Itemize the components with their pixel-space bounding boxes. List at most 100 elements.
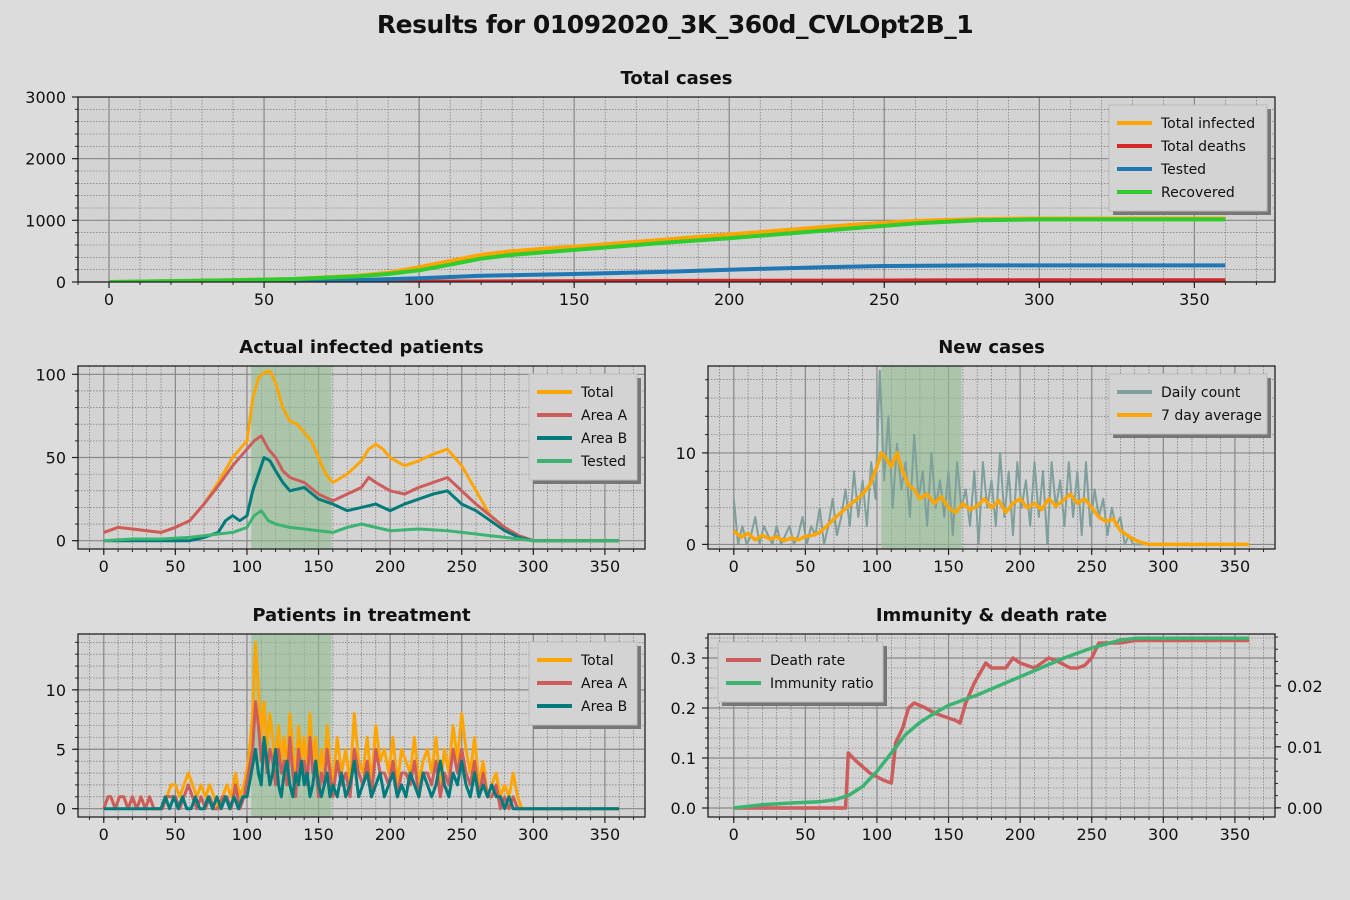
y-tick-label: 0 [56, 800, 66, 819]
y-tick-label: 3000 [25, 88, 66, 107]
y-tick-label: 0.1 [671, 749, 696, 768]
x-tick-label: 50 [165, 557, 185, 576]
x-tick-label: 50 [165, 825, 185, 844]
x-tick-label: 300 [1024, 290, 1055, 309]
chart-newcases: 0 50 100 150 200 250 300 350 0 10 New cases Daily c… [676, 337, 1276, 576]
x-tick-label: 150 [933, 557, 964, 576]
series-group [103, 369, 620, 543]
legend-label: Total [580, 653, 614, 669]
chart-immunity: 0 50 100 150 200 250 300 3500.00.10.20.30.000.0… [671, 605, 1323, 844]
x-tick-label: 150 [303, 557, 334, 576]
x-tick-label: 100 [232, 557, 263, 576]
series-group [732, 369, 1250, 547]
x-tick-label: 250 [869, 290, 900, 309]
legend-label: Daily count [1161, 385, 1241, 401]
series-line-tested [103, 509, 620, 543]
y-tick-label: 0 [686, 535, 696, 554]
x-tick-label: 350 [590, 557, 621, 576]
series-line-7-day-average [732, 451, 1250, 547]
y-tick-label: 5 [56, 740, 66, 759]
series-group [102, 640, 620, 811]
x-tick-label: 100 [862, 825, 893, 844]
chart-title: Actual infected patients [239, 337, 483, 358]
x-tick-label: 50 [795, 825, 815, 844]
x-tick-label: 300 [1148, 557, 1179, 576]
x-tick-label: 50 [795, 557, 815, 576]
x-axis: 0 50 100 150 200 250 300 350 [88, 549, 635, 576]
y2-axis: 0.00 0.01 0.02 [1275, 636, 1323, 818]
y-axis: 0.0 0.1 0.2 0.3 [671, 637, 708, 818]
x-tick-label: 0 [99, 825, 109, 844]
x-tick-label: 100 [232, 825, 263, 844]
series-line-area-b [103, 456, 620, 543]
x-tick-label: 300 [518, 557, 549, 576]
x-tick-label: 250 [1076, 557, 1107, 576]
y-tick-label: 0.2 [671, 699, 696, 718]
y-tick-label: 2000 [25, 150, 66, 169]
y2-tick-label: 0.02 [1287, 677, 1323, 696]
x-tick-label: 0 [729, 557, 739, 576]
legend-label: Total [580, 385, 614, 401]
x-axis: 0 50 100 150 200 250 300 350 [718, 817, 1265, 844]
chart-total: 0 50 100 150 200 250 300 350 0 1000 2000 3000 Total … [25, 68, 1276, 309]
x-tick-label: 200 [1005, 557, 1036, 576]
legend-box [717, 641, 884, 703]
legend: Total infected Total deaths Tested Recovere… [1108, 104, 1271, 215]
legend: Total Area A Area B Tested [528, 373, 641, 484]
y-tick-label: 50 [46, 449, 66, 468]
y-tick-label: 0.0 [671, 799, 696, 818]
chart-title: New cases [938, 337, 1045, 358]
y-axis: 0 5 10 [46, 641, 78, 819]
legend-label: Total infected [1160, 116, 1255, 132]
chart-treatment: 0 50 100 150 200 250 300 350 0 5 10 Patients in tre… [46, 605, 646, 844]
series-line-death-rate [733, 638, 1250, 810]
x-tick-label: 350 [590, 825, 621, 844]
x-tick-label: 200 [375, 825, 406, 844]
x-tick-label: 0 [104, 290, 114, 309]
series-line-daily-count [732, 369, 1250, 546]
legend-label: Recovered [1161, 185, 1235, 201]
y-axis: 0 10 [676, 379, 708, 554]
x-axis: 0 50 100 150 200 250 300 350 [77, 282, 1257, 309]
x-tick-label: 300 [518, 825, 549, 844]
x-tick-label: 350 [1179, 290, 1210, 309]
x-tick-label: 100 [404, 290, 435, 309]
legend: Total Area A Area B [528, 641, 641, 729]
y-axis: 0 50 100 [35, 365, 78, 551]
x-tick-label: 200 [1005, 825, 1036, 844]
legend-label: Death rate [770, 653, 845, 669]
plot-area [78, 97, 1275, 282]
figure-title: Results for 01092020_3K_360d_CVLOpt2B_1 [376, 10, 974, 39]
x-tick-label: 50 [254, 290, 274, 309]
legend-label: Area A [581, 408, 628, 424]
y-tick-label: 10 [46, 681, 66, 700]
y-tick-label: 10 [676, 444, 696, 463]
y2-tick-label: 0.01 [1287, 738, 1323, 757]
x-tick-label: 250 [446, 557, 477, 576]
legend: Daily count 7 day average [1108, 373, 1271, 438]
chart-actual: 0 50 100 150 200 250 300 350 0 50 100 Actual infect… [35, 337, 646, 576]
x-axis: 0 50 100 150 200 250 300 350 [88, 817, 635, 844]
y-tick-label: 1000 [25, 211, 66, 230]
x-tick-label: 300 [1148, 825, 1179, 844]
x-tick-label: 0 [99, 557, 109, 576]
legend-label: Area B [581, 699, 627, 715]
legend-label: Area A [581, 676, 628, 692]
x-tick-label: 350 [1220, 557, 1251, 576]
x-tick-label: 250 [1076, 825, 1107, 844]
x-tick-label: 150 [303, 825, 334, 844]
series-line-tested [108, 263, 1226, 282]
legend-label: 7 day average [1161, 408, 1262, 424]
y-axis: 0 1000 2000 3000 [25, 88, 78, 292]
x-tick-label: 200 [714, 290, 745, 309]
legend-label: Tested [1160, 162, 1206, 178]
legend-label: Tested [580, 454, 626, 470]
series-line-recovered [108, 217, 1226, 282]
y2-tick-label: 0.00 [1287, 799, 1323, 818]
plot-frame [77, 96, 1276, 283]
legend-label: Total deaths [1160, 139, 1246, 155]
x-tick-label: 250 [446, 825, 477, 844]
x-tick-label: 100 [862, 557, 893, 576]
x-axis: 0 50 100 150 200 250 300 350 [718, 549, 1265, 576]
x-tick-label: 150 [933, 825, 964, 844]
